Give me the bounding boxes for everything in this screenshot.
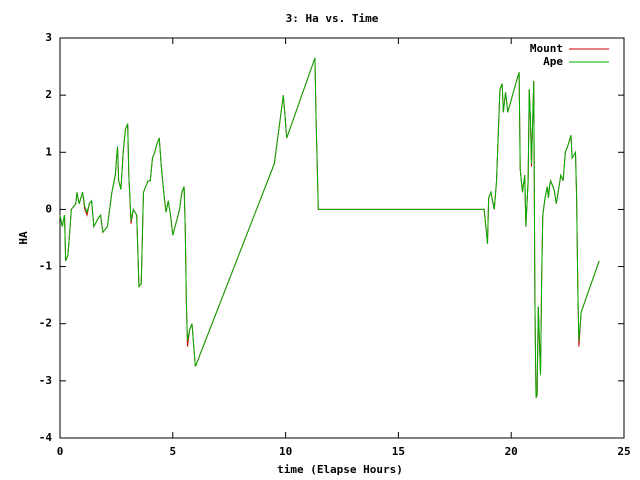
series-line [59, 57, 600, 399]
y-tick-label: 0 [45, 202, 52, 215]
y-tick-label: -3 [39, 374, 52, 387]
x-tick-label: 5 [169, 445, 176, 458]
x-tick-label: 25 [617, 445, 630, 458]
y-tick-label: -1 [39, 260, 53, 273]
y-tick-label: -2 [39, 317, 52, 330]
y-tick-label: 1 [45, 145, 52, 158]
y-axis-label: HA [17, 231, 30, 245]
y-tick-label: -4 [39, 431, 53, 444]
legend-label: Mount [530, 42, 563, 55]
y-tick-label: 3 [45, 31, 52, 44]
series-line [59, 57, 600, 399]
x-tick-label: 10 [279, 445, 292, 458]
x-axis-label: time (Elapse Hours) [277, 463, 403, 476]
y-tick-label: 2 [45, 88, 52, 101]
x-tick-label: 0 [57, 445, 64, 458]
x-tick-label: 15 [392, 445, 405, 458]
legend-label: Ape [543, 55, 563, 68]
plot-frame [59, 37, 625, 439]
x-tick-label: 20 [505, 445, 518, 458]
chart-title: 3: Ha vs. Time [286, 12, 379, 25]
